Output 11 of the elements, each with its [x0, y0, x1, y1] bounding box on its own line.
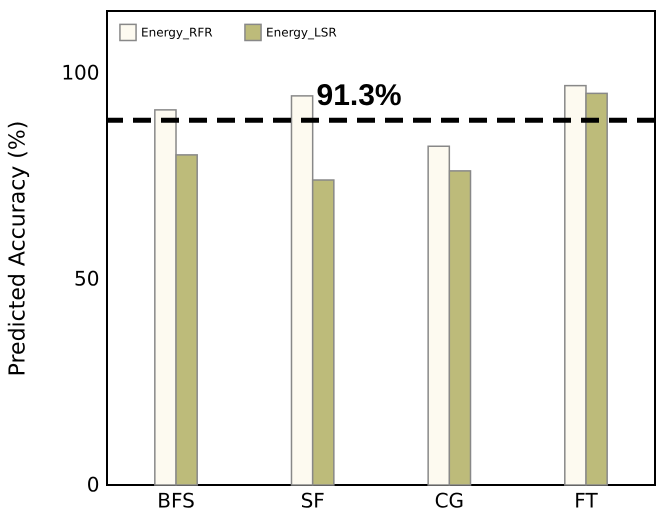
legend-label: Energy_LSR [266, 25, 337, 40]
annotation: 91.3% [316, 79, 402, 112]
x-tick-label: SF [300, 488, 325, 512]
y-tick-label: 0 [86, 472, 100, 496]
x-tick-label: FT [574, 488, 598, 512]
y-tick-label: 50 [74, 266, 100, 290]
x-tick-label: BFS [157, 488, 195, 512]
y-tick-label: 100 [61, 60, 100, 84]
y-axis-title: Predicted Accuracy (%) [5, 120, 30, 376]
legend-label: Energy_RFR [141, 25, 213, 40]
x-tick-label: CG [434, 488, 464, 512]
